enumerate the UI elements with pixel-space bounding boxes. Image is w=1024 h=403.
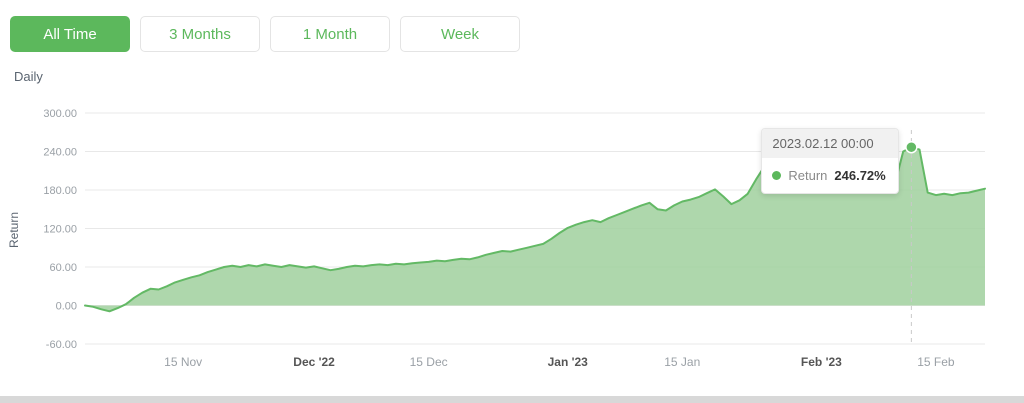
x-tick-label: 15 Dec bbox=[410, 355, 448, 369]
x-tick-label: Feb '23 bbox=[801, 355, 842, 369]
x-tick-label: 15 Jan bbox=[664, 355, 700, 369]
chart-tooltip: 2023.02.12 00:00 Return 246.72% bbox=[761, 128, 900, 195]
y-tick-label: 120.00 bbox=[43, 224, 77, 236]
tooltip-value: 246.72% bbox=[834, 168, 886, 184]
interval-label: Daily bbox=[14, 69, 43, 84]
x-tick-label: Jan '23 bbox=[548, 355, 589, 369]
chart-area[interactable]: 300.00 240.00 180.00 120.00 60.00 0.00 -60.00 1… bbox=[0, 90, 1024, 390]
y-tick-label: 300.00 bbox=[43, 108, 77, 120]
y-tick-label: 0.00 bbox=[56, 301, 77, 313]
return-area-fill bbox=[85, 147, 985, 312]
tooltip-series-label: Return bbox=[788, 168, 828, 184]
x-tick-label: 15 Nov bbox=[164, 355, 202, 369]
filter-button-all-time[interactable]: All Time bbox=[10, 16, 130, 52]
return-area-chart[interactable]: 300.00 240.00 180.00 120.00 60.00 0.00 -60.00 1… bbox=[0, 90, 1024, 390]
tooltip-body: Return 246.72% bbox=[762, 158, 898, 193]
y-tick-label: 180.00 bbox=[43, 185, 77, 197]
x-tick-label: Dec '22 bbox=[293, 355, 335, 369]
y-tick-label: 60.00 bbox=[49, 262, 77, 274]
time-range-toolbar: All Time 3 Months 1 Month Week bbox=[10, 16, 520, 52]
filter-button-3-months[interactable]: 3 Months bbox=[140, 16, 260, 52]
y-tick-label: 240.00 bbox=[43, 147, 77, 159]
x-tick-label: 15 Feb bbox=[917, 355, 955, 369]
filter-button-week[interactable]: Week bbox=[400, 16, 520, 52]
series-dot-icon bbox=[772, 171, 782, 181]
marker-dot bbox=[905, 140, 918, 154]
y-tick-label: -60.00 bbox=[46, 339, 77, 351]
tooltip-date: 2023.02.12 00:00 bbox=[762, 129, 899, 159]
bottom-divider bbox=[0, 396, 1024, 403]
filter-button-1-month[interactable]: 1 Month bbox=[270, 16, 390, 52]
y-axis-title: Return bbox=[7, 212, 21, 248]
